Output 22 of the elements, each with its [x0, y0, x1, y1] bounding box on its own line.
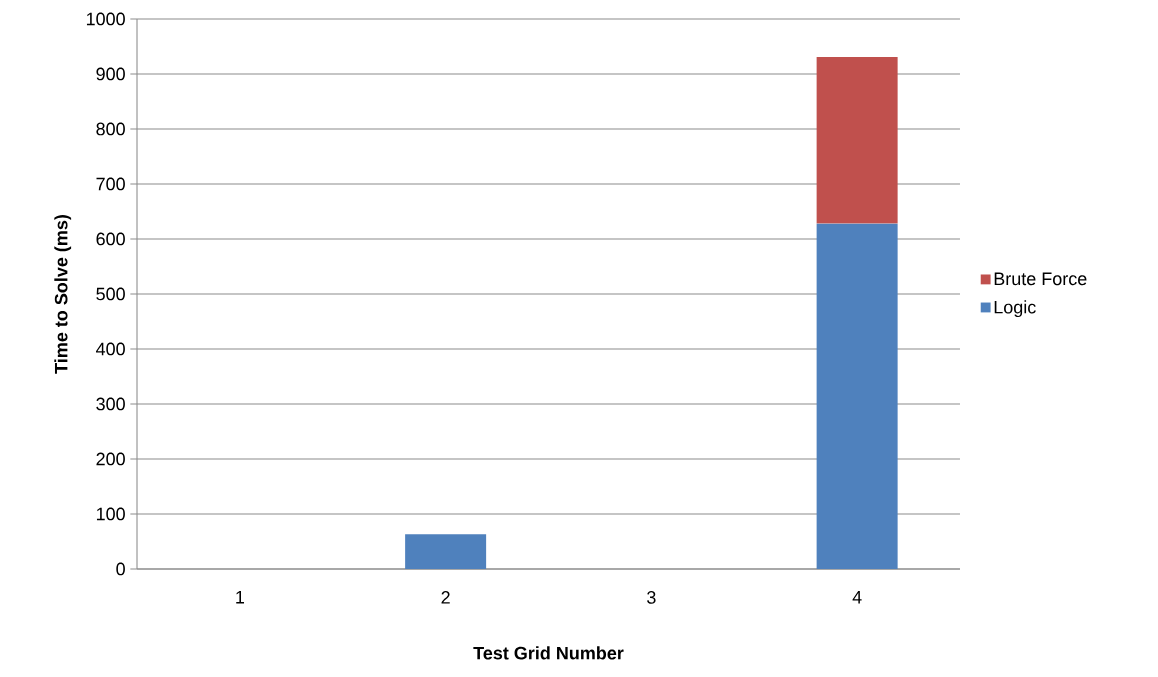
y-tick-label: 100: [96, 507, 125, 521]
legend-label: Brute Force: [994, 272, 1087, 286]
y-tick-label: 600: [96, 232, 125, 246]
y-tick-label: 0: [116, 562, 125, 576]
x-tick-label: 1: [236, 591, 245, 604]
y-tick-label: 200: [96, 452, 125, 466]
legend-label: Logic: [994, 300, 1036, 318]
y-tick-label: 1000: [86, 12, 125, 26]
y-tick-label: 400: [96, 342, 125, 356]
y-tick-label: 800: [96, 122, 125, 136]
bar: [816, 56, 898, 224]
y-axis-title: Time to Solve (ms): [54, 215, 72, 374]
x-axis-title: Test Grid Number: [473, 646, 624, 660]
y-tick-label: 900: [96, 67, 125, 81]
bar: [405, 534, 487, 569]
y-tick-label: 500: [96, 287, 125, 301]
bar: [816, 223, 898, 569]
y-tick-label: 300: [96, 397, 125, 411]
x-tick-label: 3: [647, 591, 656, 604]
x-tick-label: 4: [852, 591, 862, 604]
y-tick-label: 700: [96, 177, 125, 191]
x-tick-label: 2: [441, 591, 450, 604]
